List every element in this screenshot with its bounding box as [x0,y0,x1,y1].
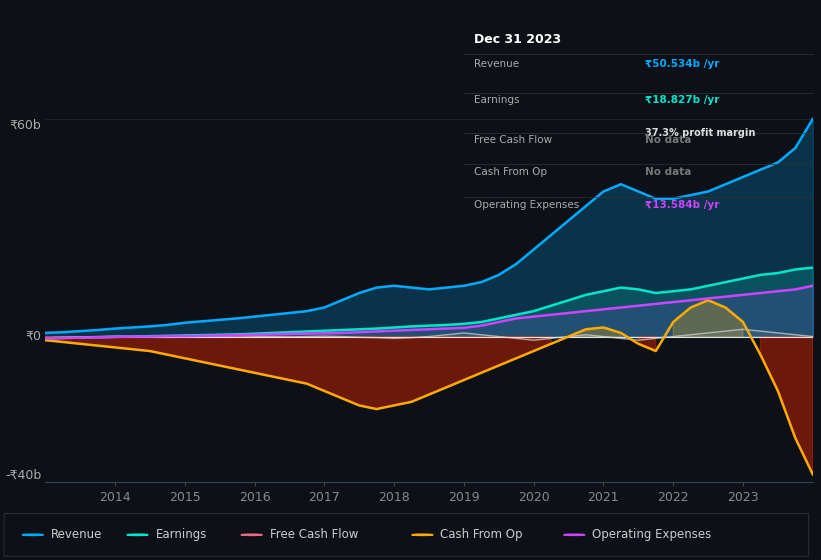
Text: Cash From Op: Cash From Op [441,528,523,542]
Circle shape [22,534,44,535]
Text: Free Cash Flow: Free Cash Flow [475,135,553,145]
Text: No data: No data [645,166,691,176]
Text: Revenue: Revenue [475,59,520,69]
Text: Earnings: Earnings [475,95,520,105]
Circle shape [564,534,585,535]
Text: Free Cash Flow: Free Cash Flow [269,528,358,542]
Text: 37.3% profit margin: 37.3% profit margin [645,128,755,138]
Text: Earnings: Earnings [156,528,207,542]
Circle shape [241,534,263,535]
Text: ₹13.584b /yr: ₹13.584b /yr [645,200,720,210]
Text: ₹0: ₹0 [25,330,41,343]
Text: ₹18.827b /yr: ₹18.827b /yr [645,95,720,105]
Text: Revenue: Revenue [51,528,103,542]
Circle shape [127,534,149,535]
Text: Dec 31 2023: Dec 31 2023 [475,32,562,45]
Text: ₹60b: ₹60b [10,119,41,132]
Text: No data: No data [645,135,691,145]
Text: Cash From Op: Cash From Op [475,166,548,176]
Circle shape [412,534,433,535]
Text: Operating Expenses: Operating Expenses [593,528,712,542]
Text: Operating Expenses: Operating Expenses [475,200,580,210]
Text: -₹40b: -₹40b [5,469,41,482]
Text: ₹50.534b /yr: ₹50.534b /yr [645,59,720,69]
